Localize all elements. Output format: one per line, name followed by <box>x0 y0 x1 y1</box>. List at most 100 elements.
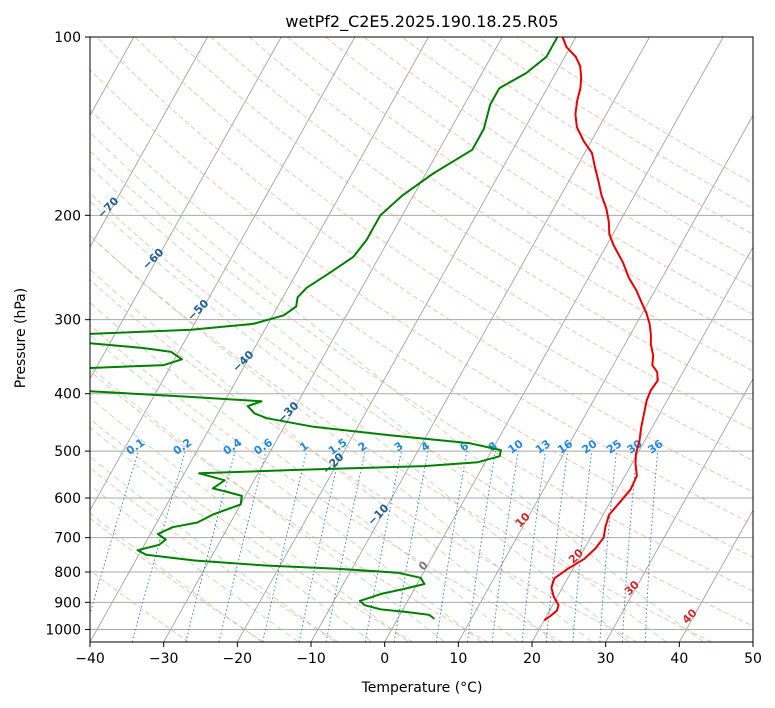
isotherm-line <box>0 37 60 642</box>
isotherm-line <box>531 246 753 642</box>
mixing-ratio-label: 36 <box>645 437 665 457</box>
dry-adiabat <box>210 37 753 401</box>
x-tick-label: 0 <box>380 651 389 667</box>
mixing-ratio-line <box>467 451 496 642</box>
x-tick-label: −30 <box>149 651 179 667</box>
isotherm-label: 30 <box>622 578 642 598</box>
isotherm-line <box>236 37 577 642</box>
y-tick-label: 900 <box>54 595 81 611</box>
mixing-ratio-label: 16 <box>555 437 575 457</box>
mixing-ratio-label: 10 <box>506 437 526 457</box>
mixing-ratio-line <box>185 450 236 642</box>
temperature-profile <box>543 37 659 622</box>
x-tick-label: 10 <box>449 651 467 667</box>
isopleth-labels: 0.10.20.40.611.52346810131620253036−100−… <box>5 92 700 626</box>
moist-adiabat <box>90 456 336 642</box>
mixing-ratio-label: 30 <box>625 437 645 457</box>
isotherm-line <box>752 641 753 642</box>
y-tick-label: 300 <box>54 313 81 329</box>
dry-adiabat <box>477 37 753 210</box>
mixing-ratio-line <box>364 451 402 642</box>
mixing-ratio-label: 0.4 <box>221 436 245 458</box>
profile-series <box>90 37 659 622</box>
y-tick-label: 500 <box>54 444 81 460</box>
dry-adiabat <box>401 37 753 261</box>
mixing-ratio-line <box>644 451 659 642</box>
y-tick-label: 200 <box>54 208 81 224</box>
moist-adiabat <box>90 396 409 642</box>
moist-adiabat <box>90 131 704 642</box>
y-tick-label: 800 <box>54 565 81 581</box>
isotherm-line <box>90 37 429 642</box>
dry-adiabat <box>90 324 563 642</box>
mixing-ratio-line <box>599 451 617 642</box>
isotherm-line <box>384 37 724 642</box>
mixing-ratio-line <box>90 450 139 616</box>
y-tick-label: 1000 <box>45 622 81 638</box>
mixing-ratio-label: 25 <box>604 437 624 456</box>
isotherm-line <box>310 37 650 642</box>
moist-adiabat <box>90 334 482 642</box>
plot-frame <box>89 36 754 643</box>
dry-adiabat <box>90 370 488 642</box>
dry-adiabat <box>90 418 414 642</box>
mixing-ratio-line <box>491 451 519 642</box>
isotherm-line <box>457 114 753 642</box>
mixing-ratio-label: 20 <box>579 437 599 457</box>
isotherm-line <box>163 37 503 642</box>
mixing-ratio-line <box>131 450 186 642</box>
y-tick-label: 600 <box>54 491 81 507</box>
mixing-ratio-line <box>521 451 546 642</box>
dry-adiabat <box>249 37 753 372</box>
dry-adiabat <box>90 192 753 627</box>
dry-adiabat <box>287 37 753 343</box>
moist-adiabat <box>90 166 667 642</box>
x-tick-label: 40 <box>670 651 688 667</box>
dry-adiabat <box>90 517 264 642</box>
x-tick-label: 50 <box>744 651 762 667</box>
mixing-ratio-line <box>262 450 308 642</box>
isotherm-line <box>90 37 356 512</box>
mixing-ratio-label: 1 <box>297 439 311 454</box>
dry-adiabat <box>90 235 712 642</box>
y-tick-label: 700 <box>54 531 81 547</box>
isotherm-label: −90 <box>5 92 32 119</box>
mixing-ratio-line <box>435 451 468 642</box>
dry-adiabat <box>325 37 753 315</box>
background-lines <box>0 37 753 642</box>
dry-adiabat <box>172 37 753 431</box>
dry-adiabat <box>96 37 753 493</box>
moist-adiabat <box>90 512 263 642</box>
x-tick-label: 20 <box>523 651 541 667</box>
x-axis-title: Temperature (°C) <box>361 680 483 696</box>
isotherm-label: 10 <box>513 510 533 530</box>
isotherm-line <box>90 37 208 248</box>
mixing-ratio-label: 2 <box>356 439 370 454</box>
x-tick-label: −40 <box>75 651 105 667</box>
isotherm-line <box>605 377 753 642</box>
moist-adiabat <box>90 234 593 642</box>
x-tick-label: 30 <box>597 651 615 667</box>
mixing-ratio-label: 13 <box>533 437 553 456</box>
dry-adiabat <box>90 150 753 592</box>
mixing-ratio-line <box>325 450 366 642</box>
y-tick-label: 400 <box>54 387 81 403</box>
mixing-ratio-line <box>545 451 568 642</box>
moist-adiabat <box>90 484 299 642</box>
mixing-ratio-label: 0.2 <box>171 436 194 458</box>
y-tick-label: 100 <box>54 30 81 46</box>
isotherm-line <box>678 509 753 642</box>
x-tick-label: −10 <box>296 651 326 667</box>
mixing-ratio-label: 4 <box>419 439 433 454</box>
dry-adiabat <box>90 467 339 642</box>
isotherm-line <box>90 37 282 380</box>
x-tick-label: −20 <box>223 651 253 667</box>
mixing-ratio-line <box>572 451 593 642</box>
dry-adiabat <box>90 69 753 525</box>
dry-adiabat <box>90 279 638 642</box>
dewpoint-profile <box>90 37 559 620</box>
moist-adiabat <box>90 302 519 642</box>
dry-adiabat <box>363 37 753 288</box>
mixing-ratio-label: 0.1 <box>124 436 147 458</box>
